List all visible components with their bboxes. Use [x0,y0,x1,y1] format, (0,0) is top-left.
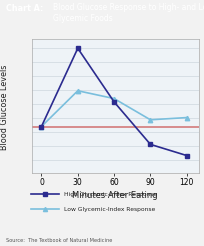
X-axis label: Minutes After Eating: Minutes After Eating [72,191,157,200]
Text: High Glycemic-Index Response: High Glycemic-Index Response [63,192,156,197]
Text: Source:  The Textbook of Natural Medicine: Source: The Textbook of Natural Medicine [6,238,112,243]
Text: Chart A:: Chart A: [6,4,43,13]
Text: Blood Glucose Response to High- and Low-
Glycemic Foods: Blood Glucose Response to High- and Low-… [53,3,204,23]
Text: Low Glycemic-Index Response: Low Glycemic-Index Response [63,207,154,212]
Text: Blood Glucose Levels: Blood Glucose Levels [0,64,9,150]
